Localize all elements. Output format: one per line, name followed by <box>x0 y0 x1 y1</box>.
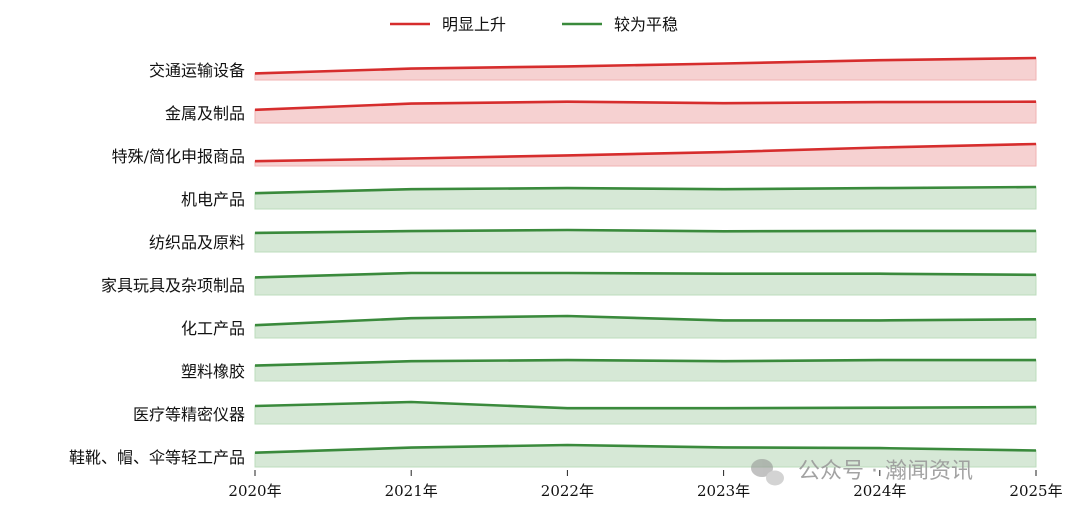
legend-label: 明显上升 <box>442 15 506 34</box>
legend: 明显上升 较为平稳 <box>390 15 678 34</box>
series-area <box>254 272 1037 296</box>
wechat-icon <box>751 459 784 486</box>
x-tick-label: 2022年 <box>541 482 594 500</box>
series-row: 鞋靴、帽、伞等轻工产品 <box>69 443 1037 468</box>
row-label: 鞋靴、帽、伞等轻工产品 <box>69 448 245 467</box>
wechat-bubble-large <box>751 459 773 477</box>
series-line <box>254 358 1036 367</box>
series-row: 家具玩具及杂项制品 <box>101 271 1037 296</box>
row-label: 塑料橡胶 <box>181 362 245 381</box>
series-row: 医疗等精密仪器 <box>133 400 1037 425</box>
row-label: 交通运输设备 <box>149 61 245 80</box>
series-area <box>254 401 1037 425</box>
wechat-bubble-small <box>766 470 784 486</box>
series-line <box>254 185 1037 195</box>
series-line <box>254 443 1037 454</box>
series-row: 交通运输设备 <box>149 56 1037 81</box>
series-line <box>254 100 1037 112</box>
series-area <box>254 229 1037 253</box>
row-label: 特殊/简化申报商品 <box>112 147 245 166</box>
x-tick-label: 2025年 <box>1009 482 1062 500</box>
x-tick-label: 2021年 <box>385 482 438 500</box>
series-row: 化工产品 <box>181 314 1037 339</box>
row-label: 家具玩具及杂项制品 <box>101 276 245 295</box>
row-label: 医疗等精密仪器 <box>133 405 245 424</box>
row-label: 机电产品 <box>181 190 245 209</box>
x-tick-label: 2020年 <box>228 482 281 500</box>
chart-rows: 交通运输设备金属及制品特殊/简化申报商品机电产品纺织品及原料家具玩具及杂项制品化… <box>69 56 1037 468</box>
series-row: 纺织品及原料 <box>149 228 1037 253</box>
x-tick-label: 2023年 <box>697 482 750 500</box>
series-line <box>254 314 1037 327</box>
x-axis: 2020年 2021年 2022年 2023年 2024年 2025年 <box>228 470 1063 500</box>
series-row: 金属及制品 <box>165 100 1037 124</box>
series-line <box>254 56 1037 75</box>
row-label: 金属及制品 <box>165 104 245 123</box>
series-row: 塑料橡胶 <box>181 358 1037 382</box>
series-row: 机电产品 <box>181 185 1037 210</box>
row-label: 化工产品 <box>181 319 245 338</box>
series-line <box>254 228 1036 235</box>
series-line <box>254 142 1037 163</box>
series-line <box>254 271 1037 279</box>
row-label: 纺织品及原料 <box>149 233 245 252</box>
series-line <box>254 400 1037 410</box>
watermark-text: 公众号 · 瀚闻资讯 <box>798 459 973 484</box>
x-tick-label: 2024年 <box>853 482 906 500</box>
legend-label: 较为平稳 <box>614 15 678 34</box>
watermark: 公众号 · 瀚闻资讯 <box>751 459 973 486</box>
series-row: 特殊/简化申报商品 <box>112 142 1037 167</box>
